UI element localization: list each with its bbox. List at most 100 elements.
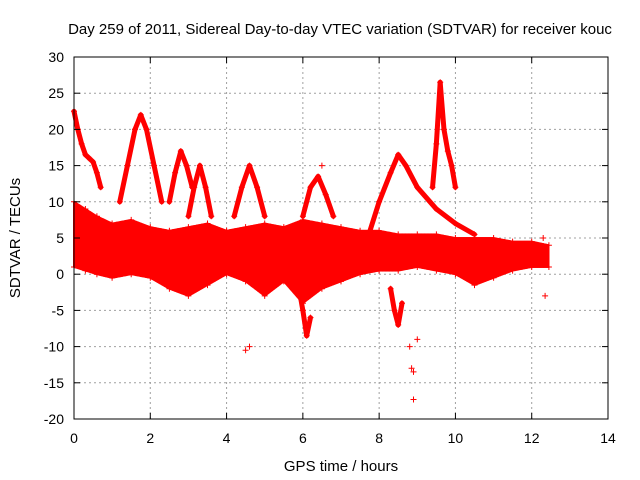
arc-segment	[124, 126, 138, 169]
arc-point	[143, 126, 150, 133]
arc-point	[172, 169, 179, 176]
band-edge-point	[376, 227, 383, 234]
outlier-point	[246, 343, 253, 350]
band-edge-point	[93, 271, 100, 278]
arc-point	[208, 213, 215, 220]
band-edge-point	[204, 282, 211, 289]
band-edge-point	[357, 227, 364, 234]
arc-point	[364, 235, 371, 241]
band-edge-point	[433, 231, 440, 238]
arc-point	[137, 111, 144, 118]
outlier-point	[408, 365, 415, 372]
y-tick-label: 10	[48, 194, 64, 210]
arc-segment	[197, 163, 209, 190]
arc-segment	[365, 199, 382, 241]
y-tick-label: 20	[48, 121, 64, 137]
band-edge-point	[261, 292, 268, 299]
band-edge-point	[299, 216, 306, 223]
band-edge-point	[471, 235, 478, 241]
arc-segment	[388, 152, 401, 176]
arc-point	[387, 169, 394, 176]
arc-point	[246, 162, 253, 169]
band-edge-point	[204, 220, 211, 227]
band-edge-point	[128, 271, 135, 278]
y-tick-label: 25	[48, 85, 64, 101]
arc-segment	[296, 286, 306, 313]
band-edge-point	[357, 271, 364, 278]
x-tick-label: 14	[600, 430, 616, 446]
band-edge-point	[82, 206, 89, 212]
band-edge-point	[166, 227, 173, 234]
arc-segment	[430, 141, 439, 190]
x-tick-label: 12	[524, 430, 540, 446]
band-edge-point	[509, 267, 516, 274]
arc-segment	[403, 163, 420, 190]
band-edge-point	[82, 267, 89, 274]
arc-point	[414, 184, 421, 191]
arc-segment	[246, 163, 260, 190]
arc-point	[132, 126, 138, 133]
y-tick-label: 5	[56, 230, 64, 246]
arc-segment	[71, 108, 81, 132]
arc-point	[90, 159, 97, 165]
band-edge-point	[528, 264, 535, 270]
arc-point	[183, 162, 190, 169]
band-edge-point	[318, 220, 325, 227]
arc-segment	[414, 184, 439, 212]
arc-point	[78, 140, 85, 147]
arc-point	[433, 206, 440, 212]
arc-point	[437, 79, 444, 86]
arc-point	[254, 184, 261, 191]
arc-point	[82, 151, 89, 158]
arc-point	[166, 198, 173, 205]
band-edge-point	[545, 264, 552, 270]
outlier-point	[540, 235, 547, 241]
arc-point	[185, 213, 192, 220]
band-edge-point	[280, 278, 287, 285]
arc-point	[391, 307, 398, 314]
band-edge-point	[299, 300, 306, 307]
arc-point	[177, 148, 184, 155]
arc-segment	[184, 163, 195, 190]
band-edge-point	[185, 292, 192, 299]
x-tick-label: 4	[223, 430, 231, 446]
arc-point	[322, 191, 329, 198]
band-edge-point	[280, 224, 287, 231]
outlier-point	[410, 368, 417, 375]
band-edge-point	[395, 267, 402, 274]
arc-segment	[376, 170, 394, 205]
y-tick-label: 15	[48, 158, 64, 174]
band-edge-point	[147, 274, 154, 281]
band-edge-point	[318, 285, 325, 292]
ticks-layer: -20 -15 -10 -5 0 5 10 15 20 25 30 0 2 4 6 8 10 12 14	[44, 49, 616, 446]
arc-segment	[117, 163, 130, 205]
outlier-point	[410, 396, 417, 403]
band-edge-point	[223, 271, 230, 278]
arc-point	[86, 155, 93, 162]
arc-segment	[231, 184, 245, 219]
arc-segment	[437, 79, 447, 132]
arc-point	[330, 213, 337, 220]
band-edge-point	[242, 278, 249, 285]
arc-point	[452, 220, 459, 227]
chart-title: Day 259 of 2011, Sidereal Day-to-day VTE…	[68, 21, 612, 38]
arc-point	[202, 184, 209, 191]
band-edge-point	[490, 274, 497, 281]
band-edge-point	[338, 224, 344, 231]
band-edge-point	[166, 285, 173, 292]
band-edge-point	[128, 216, 135, 223]
arc-segment	[449, 163, 458, 190]
arc-point	[97, 184, 104, 191]
arc-segment	[452, 221, 477, 237]
arc-segment	[395, 300, 405, 328]
band-edge-point	[376, 267, 383, 274]
band-edge-point	[109, 220, 116, 227]
arc-point	[376, 198, 383, 205]
arc-segment	[304, 315, 313, 339]
band-edge-point	[545, 242, 552, 249]
arc-segment	[151, 163, 165, 205]
y-axis-label: SDTVAR / TECUs	[7, 178, 24, 298]
band-edge-point	[338, 278, 344, 285]
band-edge-point	[242, 224, 249, 231]
